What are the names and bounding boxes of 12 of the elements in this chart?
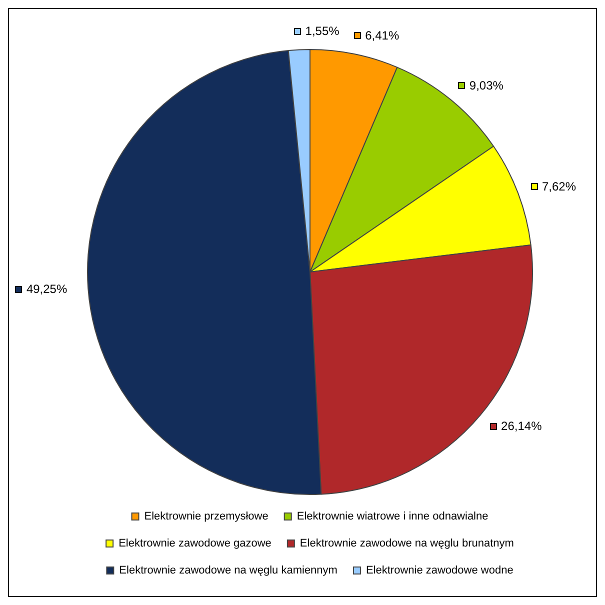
data-label: 6,41% xyxy=(365,28,400,43)
legend-label: Elektrownie zawodowe wodne xyxy=(366,564,514,577)
legend-label: Elektrownie zawodowe na węglu kamiennym xyxy=(119,564,338,577)
legend-label: Elektrownie przemysłowe xyxy=(144,510,268,523)
data-label: 9,03% xyxy=(469,78,504,92)
data-label: 1,55% xyxy=(305,24,340,38)
legend-label: Elektrownie zawodowe na węglu brunatnym xyxy=(300,538,514,550)
data-label: 7,62% xyxy=(542,179,576,194)
legend-label: Elektrownie zawodowe gazowe xyxy=(118,538,272,550)
data-label: 26,14% xyxy=(501,419,542,434)
legend-label: Elektrownie wiatrowe i inne odnawialne xyxy=(296,510,488,523)
data-label: 49,25% xyxy=(26,282,68,296)
